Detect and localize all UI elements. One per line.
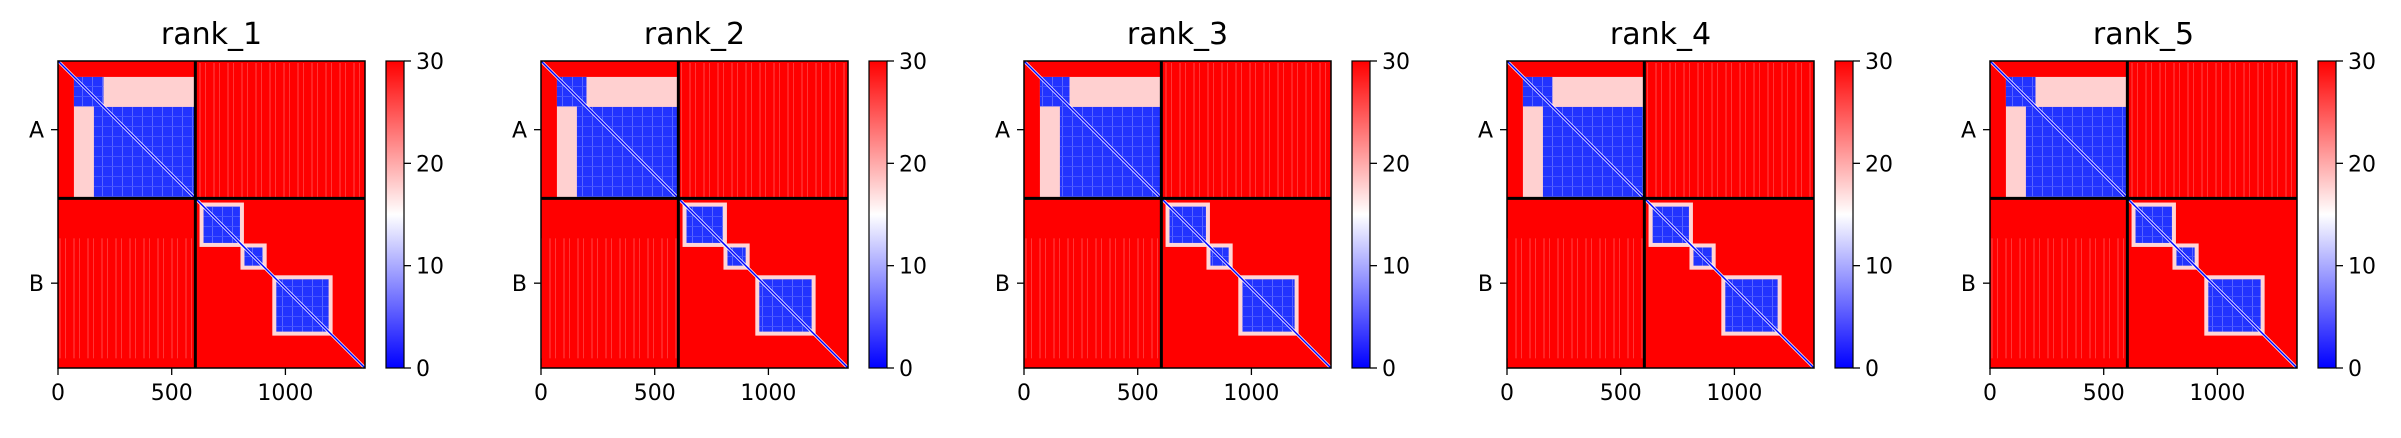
colorbar-tick-label: 0 [2348,357,2362,382]
x-tick-label: 0 [1983,381,1997,406]
heatmap-A-block3 [2025,100,2036,198]
colorbar-tick-label: 30 [1865,50,1893,75]
colorbar [1835,61,1853,368]
chart-title: rank_2 [644,17,745,52]
y-tick-label: A [29,119,44,144]
y-tick-label: A [1961,119,1976,144]
x-tick-label: 500 [1117,381,1159,406]
colorbar-tick-label: 30 [1382,50,1410,75]
heatmap-interchain-BA [541,238,679,359]
x-tick-label: 0 [534,381,548,406]
colorbar-tick-label: 30 [2348,50,2376,75]
heatmap-interchain-AB [678,63,848,199]
colorbar-tick-label: 10 [416,255,444,280]
heatmap-interchain-AB [1161,63,1331,199]
colorbar-tick-label: 20 [899,152,927,177]
colorbar-tick-label: 30 [416,50,444,75]
y-tick-label: B [512,272,527,297]
colorbar-tick-label: 20 [416,152,444,177]
heatmap-diagonal [540,60,849,369]
y-tick-label: A [995,119,1010,144]
x-tick-label: 500 [634,381,676,406]
y-tick-label: B [1478,272,1493,297]
heatmap-interchain-AB [195,63,365,199]
colorbar [1352,61,1370,368]
x-tick-label: 500 [151,381,193,406]
colorbar-tick-label: 10 [1382,255,1410,280]
x-tick-label: 1000 [740,381,796,406]
heatmap-interchain-AB [2127,63,2297,199]
x-tick-label: 1000 [2189,381,2245,406]
colorbar [386,61,404,368]
x-tick-label: 0 [1500,381,1514,406]
heatmap-interchain-BA [1990,238,2128,359]
colorbar [869,61,887,368]
axes-frame [1023,60,1332,369]
colorbar-frame [2317,60,2337,369]
colorbar-tick-label: 0 [899,357,913,382]
heatmap-interchain-BA [58,238,196,359]
heatmap-A-block3 [1542,100,1553,198]
axes-frame [57,60,366,369]
axes-frame [1506,60,1815,369]
colorbar-tick-label: 10 [2348,255,2376,280]
heatmap-interchain-BA [1507,238,1645,359]
panel-3: rank_3 0 500 1000 A B 0 10 20 30 [995,17,1410,406]
heatmap-A-block3 [93,100,104,198]
panel-2: rank_2 0 500 1000 A B 0 10 20 30 [512,17,927,406]
colorbar-tick-label: 20 [1382,152,1410,177]
y-tick-label: B [995,272,1010,297]
heatmap-interchain-AB [1644,63,1814,199]
y-tick-label: A [1478,119,1493,144]
heatmap-A-block3 [1059,100,1070,198]
x-tick-label: 1000 [1223,381,1279,406]
colorbar-tick-label: 20 [1865,152,1893,177]
colorbar-tick-label: 10 [899,255,927,280]
heatmap-A-block3 [576,100,587,198]
colorbar-tick-label: 0 [416,357,430,382]
colorbar-tick-label: 10 [1865,255,1893,280]
y-tick-label: B [29,272,44,297]
x-tick-label: 0 [51,381,65,406]
chart-title: rank_5 [2093,17,2194,52]
colorbar-frame [1351,60,1371,369]
colorbar-frame [385,60,405,369]
colorbar-frame [868,60,888,369]
x-tick-label: 500 [1600,381,1642,406]
panel-5: rank_5 0 500 1000 A B 0 10 20 30 [1961,17,2376,406]
x-tick-label: 0 [1017,381,1031,406]
colorbar-frame [1834,60,1854,369]
axes-frame [540,60,849,369]
heatmap-diagonal [1989,60,2298,369]
colorbar-tick-label: 20 [2348,152,2376,177]
heatmap-interchain-BA [1024,238,1162,359]
y-tick-label: A [512,119,527,144]
x-tick-label: 500 [2083,381,2125,406]
heatmap-diagonal [1023,60,1332,369]
chart-title: rank_1 [161,17,262,52]
y-tick-label: B [1961,272,1976,297]
heatmap-diagonal [1506,60,1815,369]
colorbar-tick-label: 0 [1382,357,1396,382]
colorbar-tick-label: 30 [899,50,927,75]
colorbar [2318,61,2336,368]
x-tick-label: 1000 [1706,381,1762,406]
axes-frame [1989,60,2298,369]
chart-title: rank_4 [1610,17,1711,52]
colorbar-tick-label: 0 [1865,357,1879,382]
panel-4: rank_4 0 500 1000 A B 0 10 20 30 [1478,17,1893,406]
heatmap-diagonal [57,60,366,369]
x-tick-label: 1000 [257,381,313,406]
panel-1: rank_1 0 500 1000 A B 0 10 20 30 [29,17,444,406]
chart-title: rank_3 [1127,17,1228,52]
